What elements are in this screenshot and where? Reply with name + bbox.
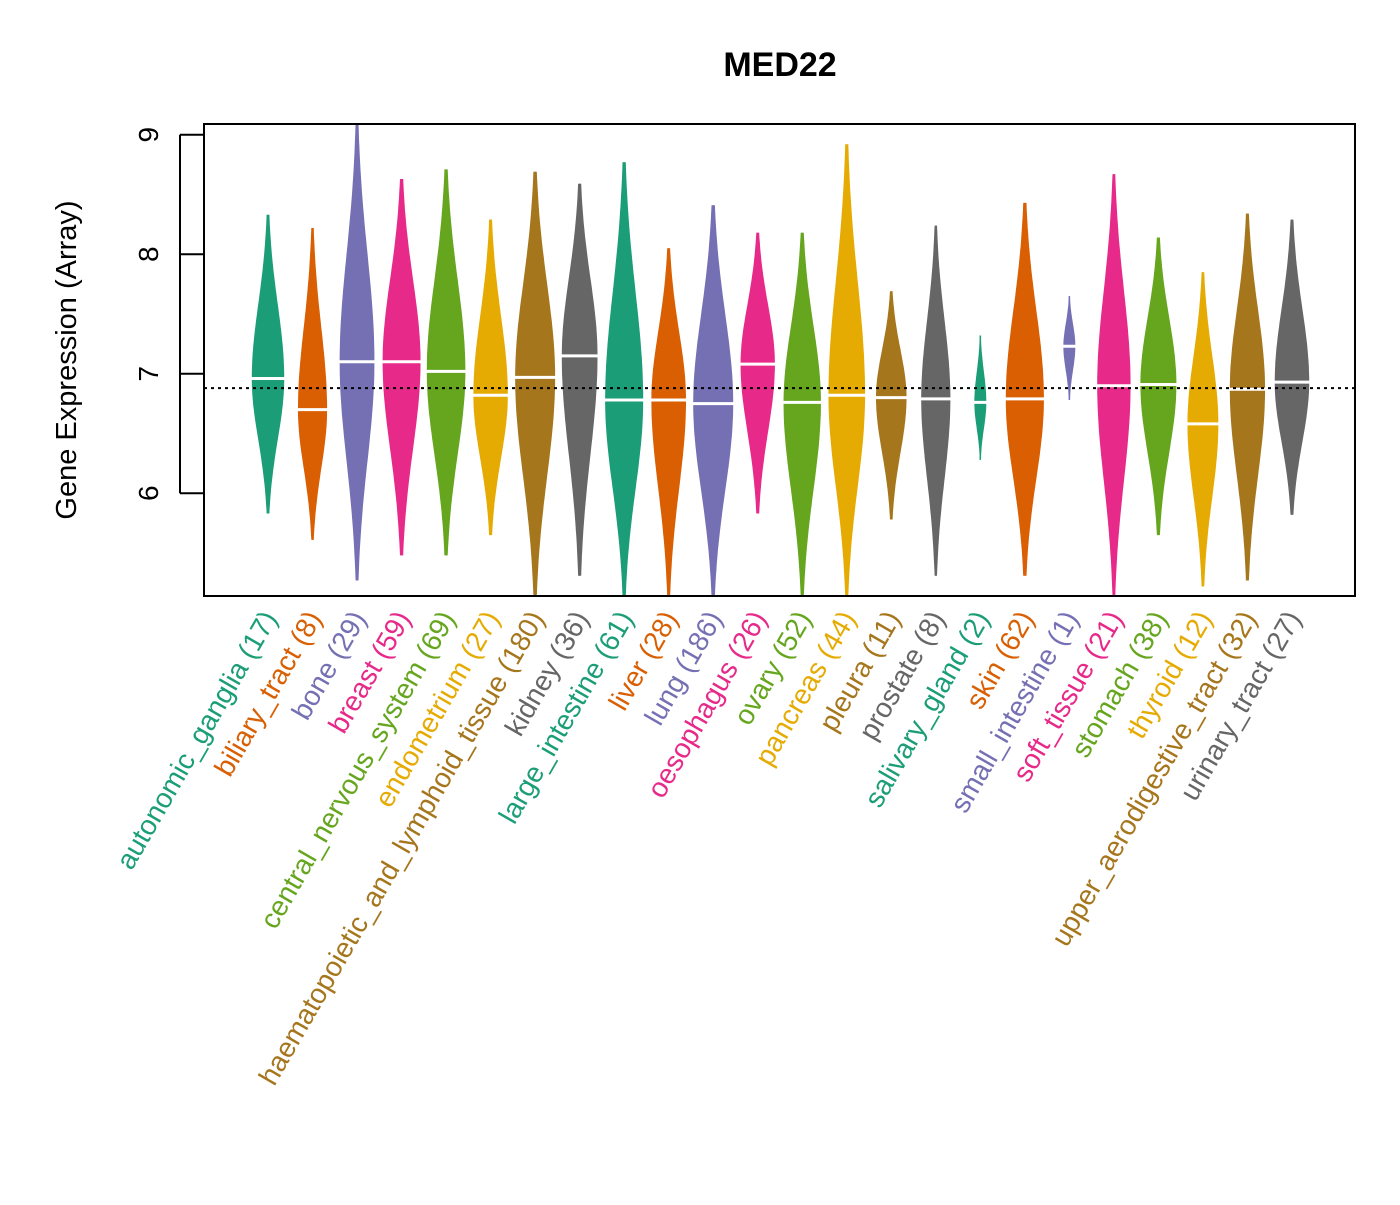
bean-density <box>693 205 734 597</box>
bean-density <box>426 169 466 556</box>
bean-biliary_tract <box>294 227 331 540</box>
bean-density <box>876 291 907 520</box>
bean-large_intestine <box>602 162 647 596</box>
bean-prostate <box>918 225 954 576</box>
bean-skin <box>1002 202 1047 576</box>
bean-central_nervous_system <box>423 169 469 556</box>
beans <box>248 124 1313 597</box>
bean-haematopoietic_and_lymphoid_tissue <box>512 171 559 597</box>
y-tick-label: 7 <box>133 366 164 382</box>
bean-small_intestine <box>1060 296 1079 401</box>
bean-autonomic_ganglia <box>248 214 288 514</box>
bean-breast <box>379 178 424 556</box>
bean-thyroid <box>1184 272 1222 587</box>
bean-upper_aerodigestive_tract <box>1226 213 1269 581</box>
bean-density <box>561 183 598 576</box>
bean-density <box>382 179 421 556</box>
bean-density <box>1274 219 1310 515</box>
y-axis: 6 7 8 9 <box>133 127 204 501</box>
y-axis-label: Gene Expression (Array) <box>51 200 83 519</box>
bean-endometrium <box>470 219 511 536</box>
x-axis-labels: autonomic_ganglia (17)biliary_tract (8)b… <box>110 606 1307 1091</box>
bean-density <box>1063 296 1076 400</box>
bean-pleura <box>873 291 910 520</box>
bean-density <box>921 225 951 576</box>
bean-density <box>1229 213 1266 581</box>
bean-bone <box>336 124 378 581</box>
bean-ovary <box>780 232 824 596</box>
bean-density <box>297 228 328 540</box>
bean-urinary_tract <box>1271 219 1313 515</box>
bean-kidney <box>558 183 601 576</box>
bean-lung <box>690 205 737 597</box>
bean-oesophagus <box>737 232 778 514</box>
bean-density <box>473 219 508 536</box>
bean-density <box>515 171 556 597</box>
bean-stomach <box>1137 237 1180 536</box>
bean-density <box>740 232 775 514</box>
y-tick-label: 9 <box>133 127 164 143</box>
bean-density <box>1140 237 1177 536</box>
bean-density <box>251 214 285 514</box>
bean-liver <box>648 248 690 597</box>
bean-density <box>605 162 644 596</box>
bean-pancreas <box>825 144 869 597</box>
y-tick-label: 6 <box>133 485 164 501</box>
bean-density <box>828 144 866 597</box>
plot-frame <box>203 123 1356 597</box>
category-count: (27) <box>1252 606 1308 671</box>
bean-density <box>651 248 686 597</box>
bean-density <box>1005 202 1044 576</box>
bean-soft_tissue <box>1094 174 1134 596</box>
bean-density <box>974 335 987 460</box>
bean-density <box>1187 272 1219 587</box>
bean-salivary_gland <box>971 335 990 460</box>
y-tick-label: 8 <box>133 246 164 262</box>
bean-density <box>783 232 821 596</box>
chart-title: MED22 <box>723 46 836 84</box>
bean-density <box>339 124 375 581</box>
